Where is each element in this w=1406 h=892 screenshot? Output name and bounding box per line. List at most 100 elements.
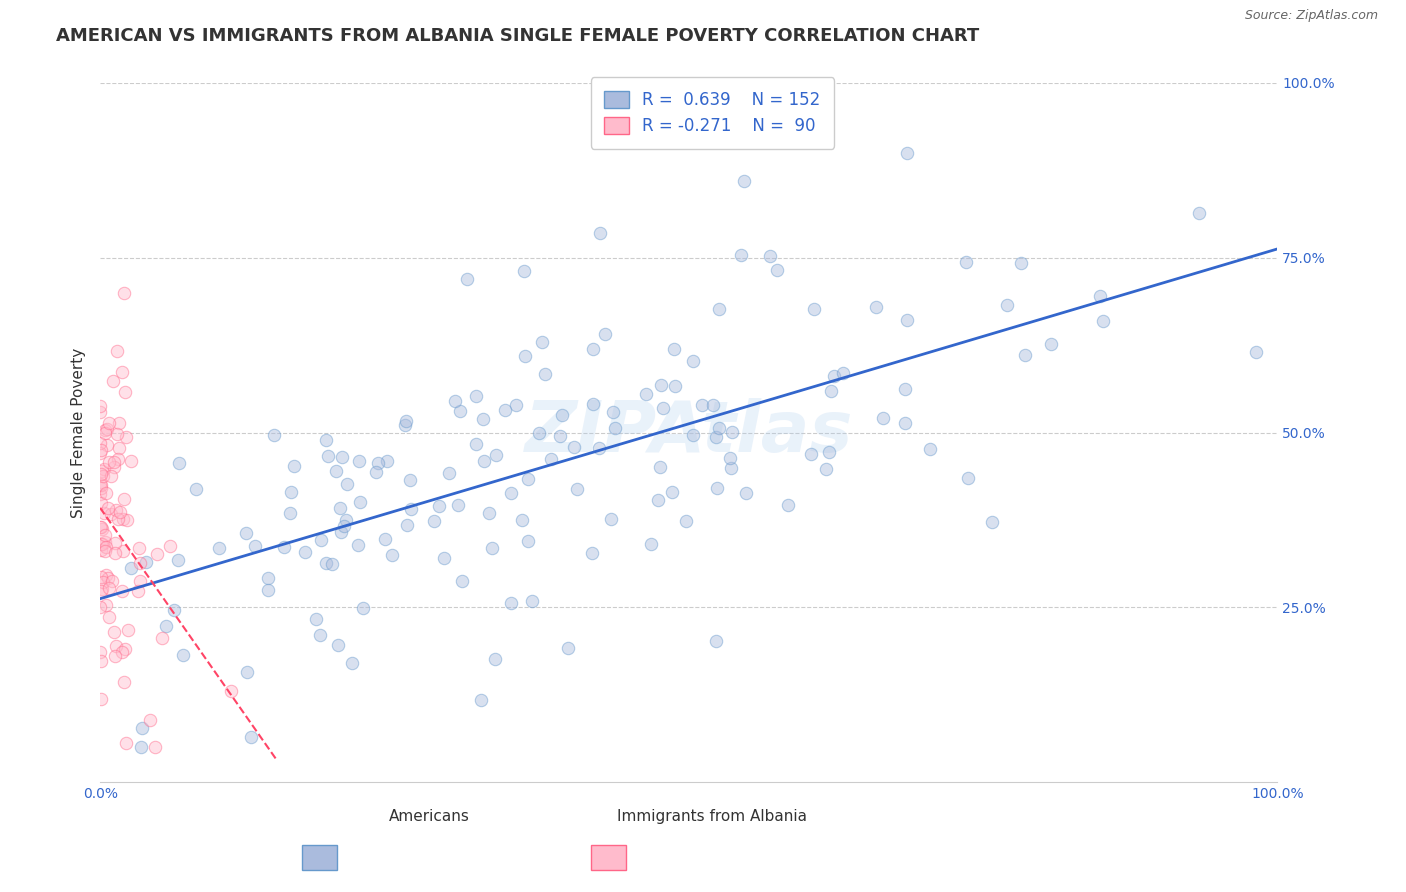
- Point: [294, 545, 316, 559]
- Point: [347, 538, 370, 552]
- Point: [335, 513, 357, 527]
- Point: [97, 416, 120, 430]
- Point: [706, 481, 728, 495]
- Point: [96, 485, 118, 500]
- Point: [94, 425, 117, 440]
- Point: [108, 416, 131, 430]
- Point: [90, 654, 112, 668]
- Point: [150, 632, 173, 646]
- Point: [103, 455, 125, 469]
- Point: [321, 557, 343, 571]
- Point: [340, 656, 363, 670]
- Point: [1039, 337, 1062, 351]
- Point: [815, 461, 838, 475]
- Point: [103, 625, 125, 640]
- Point: [581, 546, 603, 560]
- Point: [661, 485, 683, 500]
- Point: [704, 430, 727, 444]
- Point: [243, 539, 266, 553]
- Point: [97, 455, 120, 469]
- Point: [720, 425, 742, 439]
- Point: [326, 638, 349, 652]
- Y-axis label: Single Female Poverty: Single Female Poverty: [72, 348, 86, 517]
- Point: [375, 453, 398, 467]
- Point: [315, 433, 337, 447]
- Point: [865, 300, 887, 314]
- Point: [256, 582, 278, 597]
- Point: [399, 473, 422, 487]
- Point: [104, 502, 127, 516]
- Point: [108, 441, 131, 455]
- Point: [184, 482, 207, 496]
- Point: [367, 456, 389, 470]
- Point: [918, 442, 941, 456]
- Point: [114, 385, 136, 400]
- Point: [1010, 256, 1032, 270]
- Point: [540, 451, 562, 466]
- Point: [111, 584, 134, 599]
- Point: [120, 561, 142, 575]
- Point: [111, 543, 134, 558]
- Point: [90, 570, 112, 584]
- Point: [330, 525, 353, 540]
- Point: [145, 740, 167, 755]
- Point: [800, 447, 823, 461]
- Point: [103, 374, 125, 388]
- Point: [551, 408, 574, 422]
- Point: [330, 450, 353, 465]
- Point: [104, 536, 127, 550]
- Point: [599, 512, 621, 526]
- Point: [115, 736, 138, 750]
- Text: ZIPAtlas: ZIPAtlas: [524, 398, 853, 467]
- Point: [280, 506, 302, 520]
- Point: [89, 487, 111, 501]
- Point: [465, 436, 488, 450]
- Point: [548, 429, 571, 443]
- Text: AMERICAN VS IMMIGRANTS FROM ALBANIA SINGLE FEMALE POVERTY CORRELATION CHART: AMERICAN VS IMMIGRANTS FROM ALBANIA SING…: [56, 27, 980, 45]
- Point: [494, 402, 516, 417]
- Point: [163, 603, 186, 617]
- Point: [305, 612, 328, 626]
- Point: [128, 541, 150, 555]
- Point: [664, 379, 686, 393]
- Point: [94, 598, 117, 612]
- Point: [582, 342, 605, 356]
- Point: [138, 714, 160, 728]
- Point: [172, 648, 194, 662]
- Point: [651, 401, 673, 415]
- Point: [167, 456, 190, 470]
- Point: [707, 421, 730, 435]
- Point: [472, 411, 495, 425]
- Point: [765, 263, 787, 277]
- Point: [896, 313, 918, 327]
- Point: [582, 397, 605, 411]
- Point: [733, 174, 755, 188]
- Point: [589, 226, 612, 240]
- Point: [329, 501, 352, 516]
- Point: [456, 271, 478, 285]
- Point: [91, 574, 114, 589]
- Point: [89, 435, 111, 450]
- Point: [98, 582, 121, 596]
- Point: [1188, 206, 1211, 220]
- Point: [565, 482, 588, 496]
- Point: [593, 327, 616, 342]
- Point: [485, 448, 508, 462]
- Point: [325, 464, 347, 478]
- Point: [100, 468, 122, 483]
- Point: [720, 460, 742, 475]
- Point: [128, 556, 150, 570]
- Point: [104, 546, 127, 560]
- Point: [135, 555, 157, 569]
- Point: [820, 384, 842, 399]
- Point: [159, 540, 181, 554]
- Point: [111, 511, 134, 525]
- Point: [872, 411, 894, 425]
- Point: [97, 571, 120, 585]
- Point: [107, 452, 129, 467]
- Point: [107, 344, 129, 359]
- Point: [894, 383, 917, 397]
- Point: [464, 389, 486, 403]
- Point: [89, 600, 111, 615]
- Point: [97, 500, 120, 515]
